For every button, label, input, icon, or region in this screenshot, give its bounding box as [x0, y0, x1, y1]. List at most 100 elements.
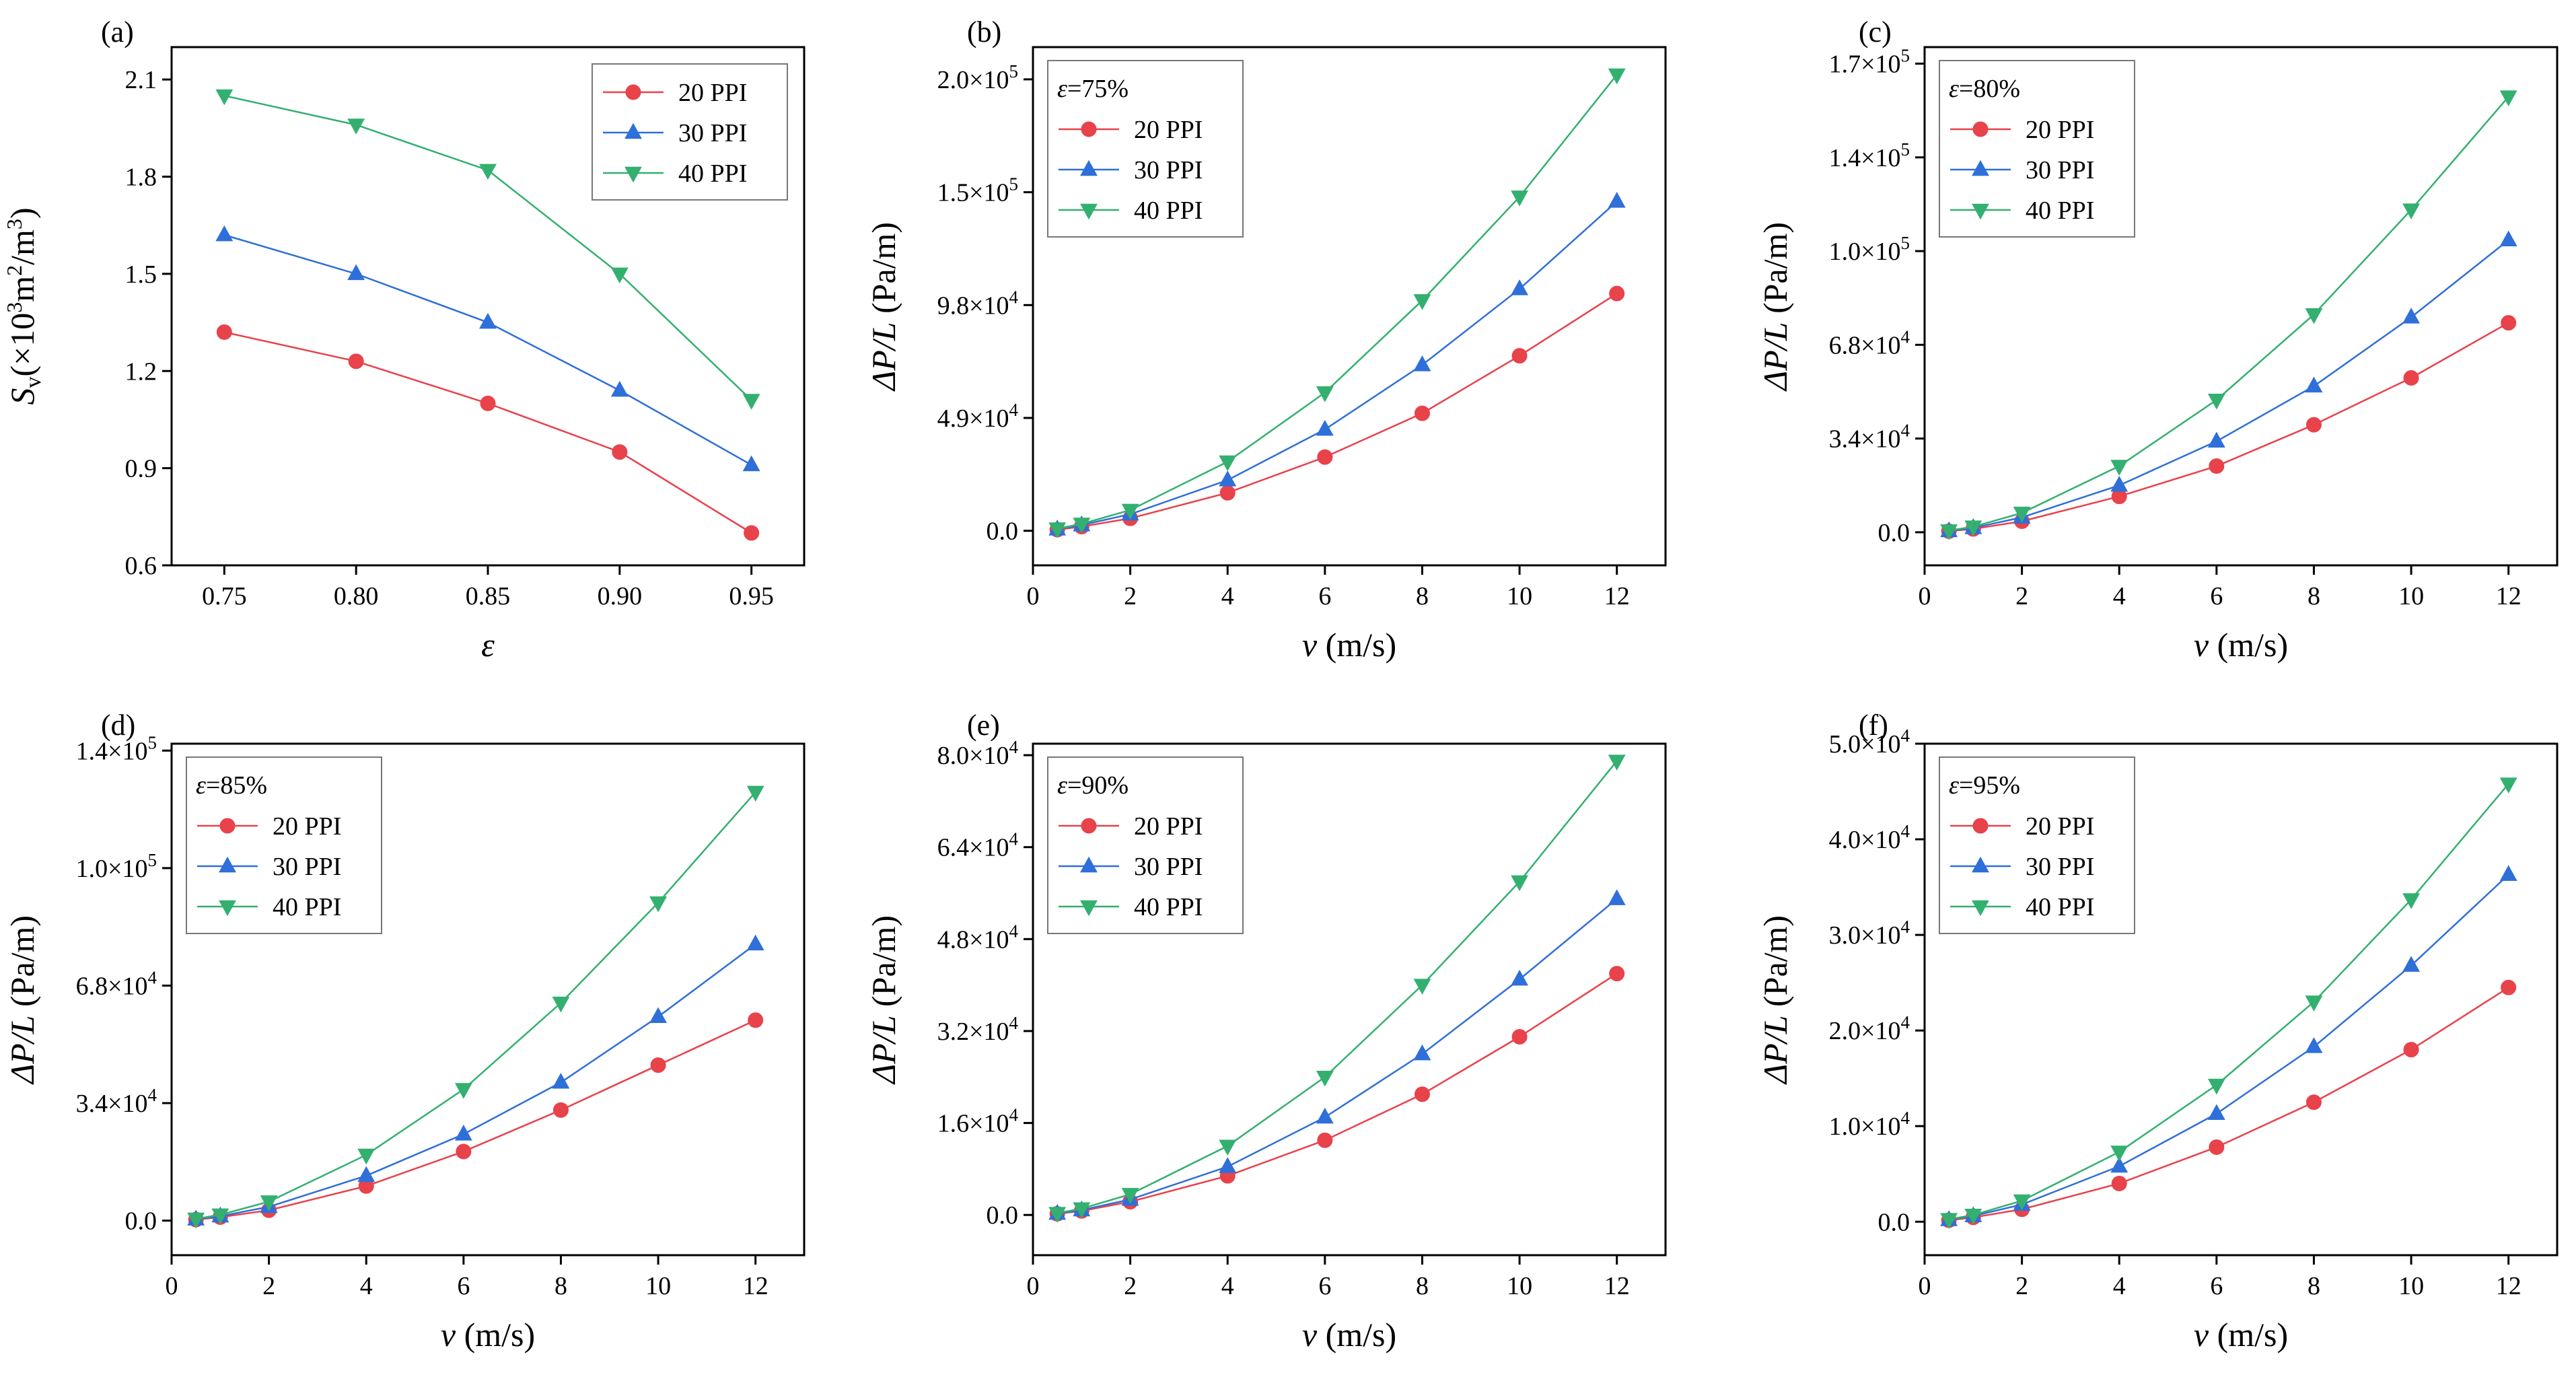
panel-d-series-20ppi-point	[552, 1102, 569, 1118]
panel-b-legend-box	[1047, 60, 1244, 238]
panel-f-xtick-label: 12	[2496, 1272, 2521, 1300]
panel-c-series-30ppi-point	[2402, 308, 2421, 324]
panel-c-tag: (c)	[1859, 15, 1892, 48]
panel-c-series-30ppi-point	[2110, 475, 2128, 492]
panel-c-xtick-label: 8	[2307, 582, 2320, 610]
panel-d-series-20ppi-point	[748, 1012, 764, 1028]
panel-a-ylabel: Sv(×103m2/m3)	[2, 207, 46, 404]
panel-d-frame	[170, 742, 806, 1257]
panel-d-series-20ppi-line	[196, 1019, 756, 1221]
panel-a-series-30ppi-point	[215, 225, 234, 242]
panel-d-series-30ppi-point	[357, 1166, 375, 1182]
panel-c-xlabel: v (m/s)	[2194, 626, 2288, 664]
panel-e-xtick-label: 12	[1604, 1272, 1630, 1300]
panel-e-series-40ppi-point	[1511, 875, 1529, 892]
panel-b-series-30ppi-point	[1316, 419, 1334, 436]
panel-d-series-30ppi-point	[454, 1125, 472, 1141]
panel-d-series-40ppi-point	[260, 1195, 278, 1211]
panel-e-xtick-label: 10	[1507, 1272, 1532, 1300]
panel-c-series-40ppi-line	[1948, 96, 2509, 532]
panel-b-series-30ppi-point	[1608, 192, 1626, 208]
panel-b-xlabel: v (m/s)	[1302, 626, 1396, 664]
panel-c-legend-marker	[1972, 160, 1989, 176]
panel-c-xtick-label: 0	[1919, 582, 1931, 610]
panel-a-series-20ppi-point	[480, 395, 496, 411]
panel-c-ylabel: ΔP/L (Pa/m)	[1756, 222, 1794, 392]
panel-c-series-40ppi-point	[2110, 460, 2128, 476]
panel-b-legend-label: 20 PPI	[1134, 116, 1203, 144]
panel-f-series-20ppi-point	[2403, 1042, 2419, 1058]
panel-c-series-30ppi-line	[1948, 239, 2509, 532]
panel-e-series-30ppi-point	[1413, 1044, 1431, 1061]
panel-c-legend-label: 40 PPI	[2026, 197, 2094, 225]
panel-e-legend: ε=90%20 PPI 30 PPI 40 PPI	[1047, 756, 1244, 934]
panel-c-legend-marker	[1972, 203, 1989, 220]
panel-a-ytick-label: 1.8	[125, 164, 157, 192]
panel-f-xtick-label: 4	[2113, 1272, 2126, 1300]
panel-a-series-30ppi-point	[479, 312, 497, 329]
panel-c-xtick-label: 12	[2496, 582, 2521, 610]
panel-e-series-40ppi-point	[1608, 754, 1626, 771]
panel-a-xtick-label: 0.80	[334, 582, 379, 610]
panel-b-series-20ppi-point	[1317, 449, 1333, 465]
panel-b-xtick-label: 8	[1416, 582, 1429, 610]
panel-c-series-40ppi-point	[2207, 393, 2225, 410]
panel-a-legend-label: 30 PPI	[678, 119, 747, 147]
panel-a-tag: (a)	[101, 15, 134, 48]
panel-b-tag: (b)	[967, 15, 1001, 48]
panel-d-series-40ppi-point	[746, 785, 764, 802]
panel-b-ytick-label: 0.0	[987, 518, 1019, 546]
panel-b-series-40ppi-point	[1219, 455, 1237, 472]
panel-b-xtick-label: 6	[1318, 582, 1331, 610]
panel-f-series-30ppi-point	[2207, 1104, 2225, 1121]
panel-f-legend-label: 40 PPI	[2026, 893, 2094, 921]
panel-b-series-40ppi-point	[1121, 503, 1139, 520]
panel-a-ytick-label: 1.2	[125, 357, 157, 386]
panel-e-series-30ppi-point	[1608, 889, 1626, 905]
panel-e-series-40ppi-point	[1048, 1207, 1067, 1223]
panel-b-series-40ppi-point	[1511, 190, 1529, 207]
panel-b-series-40ppi-point	[1048, 522, 1067, 538]
panel-e-series-40ppi-point	[1121, 1188, 1139, 1204]
panel-a-ytick-label: 2.1	[125, 66, 157, 94]
panel-e-legend-marker	[1080, 900, 1098, 917]
panel-e-series-30ppi-line	[1057, 898, 1618, 1215]
panel-d-series-40ppi-point	[211, 1208, 229, 1225]
panel-e-xtick-label: 6	[1318, 1272, 1331, 1300]
panel-f-series-20ppi-point	[2209, 1139, 2225, 1155]
panel-f-ytick-label: 2.0×104	[1829, 1012, 1910, 1045]
panel-b-ytick-label: 1.5×105	[937, 174, 1018, 207]
panel-d-series-20ppi-point	[456, 1143, 472, 1160]
panel-b-series-40ppi-line	[1057, 74, 1618, 530]
panel-b-series-20ppi-point	[1609, 285, 1625, 302]
panel-b-ylabel: ΔP/L (Pa/m)	[865, 222, 902, 392]
panel-c-series-30ppi-point	[2305, 376, 2323, 393]
panel-d-xtick-label: 4	[360, 1272, 373, 1300]
panel-d-series-30ppi-point	[552, 1073, 570, 1089]
panel-e-series-30ppi-point	[1511, 969, 1529, 986]
panel-a-ytick-label: 0.6	[125, 552, 157, 580]
panel-b-series-30ppi-point	[1413, 355, 1431, 372]
panel-a-series-40ppi-point	[610, 267, 629, 284]
panel-d: (d) 0 2 4 6 8 10 12 0.0 3.4×104 6.8×104 1.0×105 1.4×…	[3, 709, 806, 1353]
panel-d-ytick-label: 6.8×104	[76, 967, 157, 1000]
panel-c-series-40ppi-point	[2402, 203, 2421, 219]
panel-b-legend-title: ε=75%	[1057, 75, 1129, 103]
panel-a-series-40ppi-point	[479, 164, 497, 180]
panel-d-legend-label: 30 PPI	[273, 853, 341, 881]
panel-f-xlabel: v (m/s)	[2194, 1316, 2288, 1353]
panel-f-legend-label: 30 PPI	[2026, 853, 2094, 881]
panel-e-legend-label: 30 PPI	[1134, 853, 1203, 881]
panel-a-series-20ppi-line	[224, 331, 752, 534]
panel-b-legend-label: 40 PPI	[1134, 197, 1203, 225]
panel-b-xtick-label: 4	[1221, 582, 1234, 610]
panel-a-legend-label: 20 PPI	[678, 79, 747, 107]
panel-c-xtick-label: 10	[2398, 582, 2424, 610]
panel-e-frame	[1032, 742, 1667, 1257]
panel-a-xtick-label: 0.75	[202, 582, 247, 610]
panel-c-series-20ppi-point	[2403, 369, 2419, 386]
panel-f-series-30ppi-point	[2110, 1156, 2128, 1173]
panel-e-legend-marker	[1081, 818, 1097, 834]
panel-d-ytick-label: 0.0	[125, 1207, 157, 1236]
